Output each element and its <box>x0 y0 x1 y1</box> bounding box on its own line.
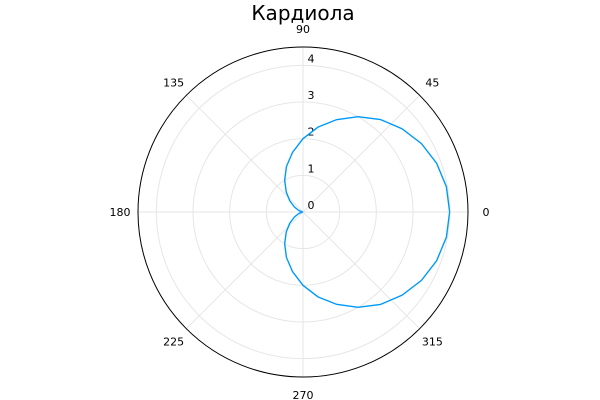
angular-gridline-135 <box>185 94 304 213</box>
cardioid-series <box>283 116 451 308</box>
radial-tick-label-1: 1 <box>308 162 315 175</box>
radial-tick-label-3: 3 <box>308 89 315 102</box>
radial-tick-label-4: 4 <box>308 52 315 65</box>
chart-title: Кардиола <box>251 1 354 25</box>
angular-tick-label-90: 90 <box>296 23 310 36</box>
angular-gridline-45 <box>302 94 421 213</box>
angular-gridline-225 <box>185 211 304 330</box>
angular-tick-label-315: 315 <box>422 335 443 348</box>
angular-tick-label-45: 45 <box>425 77 439 90</box>
angular-tick-label-225: 225 <box>163 335 184 348</box>
angular-tick-label-135: 135 <box>163 77 184 90</box>
angular-gridline-315 <box>302 211 421 330</box>
angular-tick-label-180: 180 <box>110 206 131 219</box>
angular-tick-label-270: 270 <box>293 389 314 400</box>
polar-frame <box>137 46 469 378</box>
angular-tick-label-0: 0 <box>483 206 490 219</box>
radial-tick-label-0: 0 <box>308 199 315 212</box>
angular-tick-labels: 0 45 90 135 180 225 270 315 <box>110 23 490 400</box>
